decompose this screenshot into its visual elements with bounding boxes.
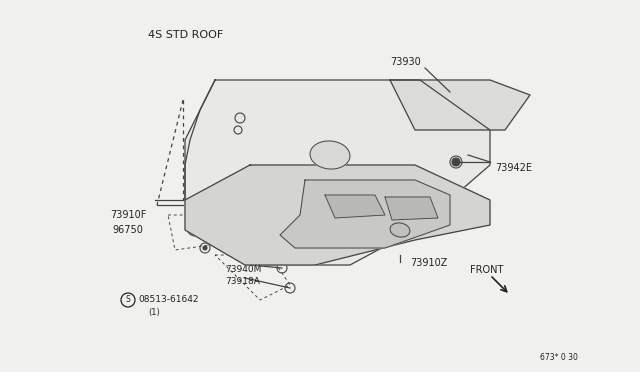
Text: 73910Z: 73910Z xyxy=(410,258,447,268)
Ellipse shape xyxy=(310,141,350,169)
Circle shape xyxy=(305,243,315,253)
Text: 4S STD ROOF: 4S STD ROOF xyxy=(148,30,223,40)
Text: 73942E: 73942E xyxy=(495,163,532,173)
Text: 96750: 96750 xyxy=(112,225,143,235)
Text: S: S xyxy=(125,295,131,305)
Text: 08513-61642: 08513-61642 xyxy=(138,295,198,305)
Polygon shape xyxy=(390,80,530,130)
Text: 73910F: 73910F xyxy=(110,210,147,220)
Text: 73930: 73930 xyxy=(390,57,420,67)
Text: 73918A: 73918A xyxy=(225,278,260,286)
Text: (1): (1) xyxy=(148,308,160,317)
Polygon shape xyxy=(185,80,490,265)
Circle shape xyxy=(203,246,207,250)
Polygon shape xyxy=(325,195,385,218)
Text: FRONT: FRONT xyxy=(470,265,504,275)
Text: 673* 0 30: 673* 0 30 xyxy=(540,353,578,362)
Text: 73940M: 73940M xyxy=(225,266,261,275)
Ellipse shape xyxy=(390,223,410,237)
Polygon shape xyxy=(280,180,450,248)
Polygon shape xyxy=(185,165,490,265)
Circle shape xyxy=(452,158,460,166)
Circle shape xyxy=(192,225,198,231)
Polygon shape xyxy=(385,197,438,220)
